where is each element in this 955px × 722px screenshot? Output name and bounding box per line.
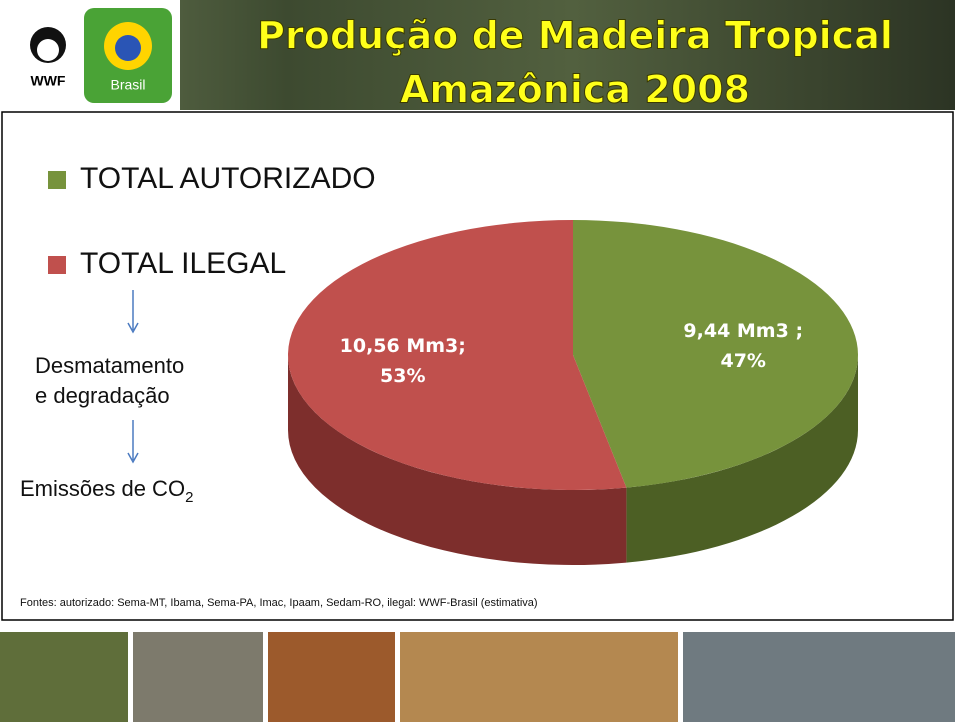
value-label: 47%: [720, 350, 765, 372]
title-line: Amazônica 2008: [400, 68, 750, 112]
pie-slice: [573, 220, 858, 488]
title-line: Produção de Madeira Tropical: [257, 14, 893, 58]
legend-swatch: [48, 256, 66, 274]
pie-side: [288, 355, 627, 565]
value-label: 10,56 Mm3;: [340, 335, 466, 357]
arrow-head: [127, 322, 139, 334]
photo: [400, 632, 678, 722]
brasil-text: Brasil: [110, 77, 145, 93]
pie: 9,44 Mm3 ; 47% 10,56 Mm3; 53%: [287, 220, 858, 565]
note: e degradação: [35, 383, 170, 408]
note: Emissões de CO2: [20, 476, 193, 506]
logo-text: WWF: [31, 73, 66, 89]
footer: Fontes: autorizado: Sema-MT, Ibama, Sema…: [20, 597, 538, 609]
note: Desmatamento: [35, 353, 184, 378]
pie-slice: [287, 220, 627, 490]
photo: [133, 632, 263, 722]
legend-label: TOTAL AUTORIZADO: [80, 162, 376, 195]
pie-side: [626, 355, 858, 563]
note-text: Emissões de CO: [20, 476, 185, 501]
brasil-inner: [115, 35, 141, 61]
legend-label: TOTAL ILEGAL: [80, 247, 286, 280]
frame: [1, 111, 954, 621]
panda-face: [37, 39, 59, 61]
legend-swatch: [48, 171, 66, 189]
value-label: 53%: [380, 365, 425, 387]
photo: [0, 632, 128, 722]
value-label: 9,44 Mm3 ;: [683, 320, 803, 342]
subscript: 2: [185, 489, 193, 506]
photo: [683, 632, 955, 722]
photo: [268, 632, 395, 722]
arrow-head: [127, 452, 139, 464]
